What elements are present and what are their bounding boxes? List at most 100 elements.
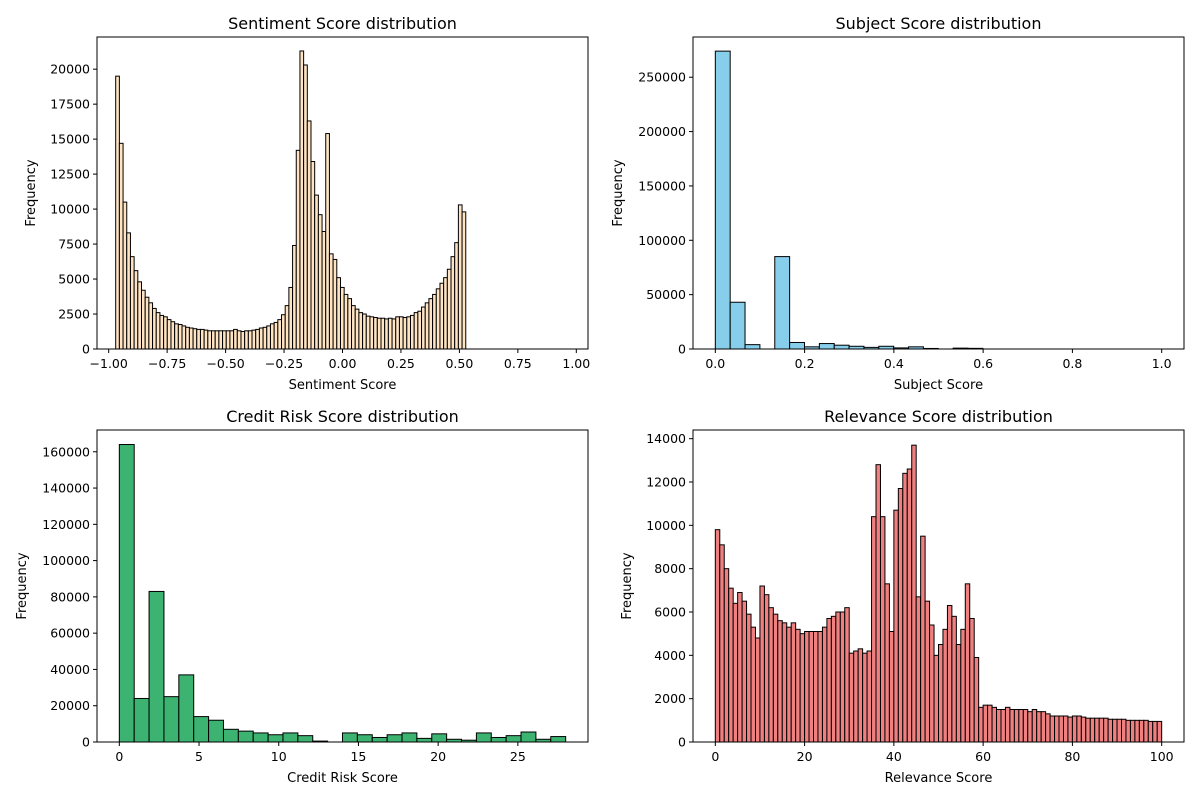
relevance-bar xyxy=(723,568,730,743)
relevance-bar xyxy=(1000,709,1006,743)
relevance-bar xyxy=(1129,719,1136,743)
relevance-bar xyxy=(804,631,810,743)
sentiment-x-tick-label: 0.25 xyxy=(387,356,415,371)
relevance-bar xyxy=(1089,717,1096,743)
sentiment-bar xyxy=(233,328,238,350)
relevance-bar xyxy=(1080,716,1087,743)
credit-risk-y-tick-label: 140000 xyxy=(42,481,90,496)
relevance-bar xyxy=(1098,717,1105,743)
subject-y-tick-label: 50000 xyxy=(646,287,686,302)
credit-risk-bar xyxy=(401,732,418,743)
relevance-plot-frame xyxy=(692,429,1185,743)
subject-bar xyxy=(789,341,806,350)
sentiment-bar xyxy=(166,319,172,350)
sentiment-bar xyxy=(218,330,224,350)
relevance-x-tick-label: 40 xyxy=(886,749,902,764)
relevance-bar xyxy=(911,444,917,743)
relevance-ylabel: Frequency xyxy=(620,552,635,619)
relevance-bar xyxy=(978,706,984,743)
relevance-score-panel: Relevance Score distribution Relevance S… xyxy=(620,407,1185,786)
relevance-bar xyxy=(835,611,841,743)
subject-y-tick-label: 250000 xyxy=(638,70,686,85)
relevance-bar xyxy=(853,650,859,743)
relevance-bar xyxy=(1085,717,1091,743)
sentiment-x-ticks: −1.00 −0.75 −0.50 −0.25 0.00 0.25 0.50 0.75 1.00 xyxy=(90,349,590,371)
relevance-bar xyxy=(942,628,948,743)
relevance-bar xyxy=(1009,709,1015,743)
relevance-bar xyxy=(964,583,971,743)
relevance-bar xyxy=(741,600,748,743)
sentiment-bar xyxy=(339,286,345,350)
sentiment-bar xyxy=(163,316,168,350)
credit-risk-bar xyxy=(193,716,210,743)
credit-risk-x-tick-label: 10 xyxy=(271,749,287,764)
credit-risk-y-tick-label: 80000 xyxy=(50,589,90,604)
subject-ylabel: Frequency xyxy=(611,159,626,226)
relevance-y-tick-label: 4000 xyxy=(654,648,686,663)
sentiment-title: Sentiment Score distribution xyxy=(228,14,457,33)
sentiment-bar xyxy=(133,270,139,350)
sentiment-bar xyxy=(181,325,187,350)
relevance-bar xyxy=(830,615,837,743)
sentiment-bar xyxy=(115,75,120,350)
sentiment-bar xyxy=(262,326,268,350)
sentiment-plot-frame xyxy=(96,36,589,350)
sentiment-y-tick-label: 12500 xyxy=(50,167,90,182)
relevance-bar xyxy=(1125,719,1131,743)
sentiment-bar xyxy=(343,293,349,350)
sentiment-bar xyxy=(214,330,220,350)
relevance-bar xyxy=(866,650,873,743)
sentiment-y-tick-label: 5000 xyxy=(58,272,90,287)
sentiment-y-ticks: 0 2500 5000 7500 10000 12500 15000 17500 20000 xyxy=(50,62,97,357)
sentiment-x-tick-label: 0.50 xyxy=(445,356,473,371)
sentiment-x-tick-label: −0.25 xyxy=(265,356,303,371)
sentiment-bar xyxy=(118,142,124,350)
credit-risk-bar xyxy=(550,736,567,743)
credit-risk-bar xyxy=(237,730,254,743)
relevance-bar xyxy=(938,644,944,743)
relevance-bar xyxy=(750,626,756,743)
credit-risk-bar xyxy=(431,733,448,743)
credit-risk-bar xyxy=(297,735,314,743)
sentiment-bar xyxy=(457,204,463,350)
relevance-bar xyxy=(955,644,962,743)
relevance-bar xyxy=(781,622,788,743)
relevance-bar xyxy=(973,657,980,743)
sentiment-bar xyxy=(244,330,249,350)
sentiment-bar xyxy=(376,317,382,350)
credit-risk-bar xyxy=(267,734,284,743)
sentiment-bar xyxy=(450,256,456,350)
sentiment-y-tick-label: 15000 xyxy=(50,132,90,147)
sentiment-y-tick-label: 0 xyxy=(82,342,90,357)
credit-risk-xlabel: Credit Risk Score xyxy=(287,771,398,786)
sentiment-bar xyxy=(435,288,441,350)
relevance-bar xyxy=(732,602,739,743)
subject-x-tick-label: 0.0 xyxy=(705,356,725,371)
sentiment-bar xyxy=(159,314,165,350)
relevance-bar xyxy=(991,706,998,743)
credit-risk-bar xyxy=(341,732,358,743)
relevance-bar xyxy=(1094,717,1100,743)
sentiment-bar xyxy=(380,317,386,350)
credit-risk-bar xyxy=(475,732,492,743)
relevance-bar xyxy=(987,704,993,743)
relevance-bar xyxy=(906,468,913,743)
credit-risk-bar xyxy=(505,735,522,743)
relevance-bar xyxy=(1040,711,1047,743)
relevance-bar xyxy=(1004,706,1011,743)
sentiment-bar xyxy=(188,327,194,350)
sentiment-x-tick-label: −0.75 xyxy=(148,356,186,371)
credit-risk-y-tick-label: 100000 xyxy=(42,553,90,568)
relevance-bar xyxy=(1031,709,1038,743)
relevance-bar xyxy=(786,626,792,743)
relevance-bar xyxy=(871,516,877,743)
sentiment-bar xyxy=(277,319,283,350)
relevance-bar xyxy=(1134,719,1140,743)
relevance-bar xyxy=(1103,717,1109,743)
credit-risk-bar xyxy=(252,732,269,743)
sentiment-y-tick-label: 17500 xyxy=(50,97,90,112)
subject-bar xyxy=(818,343,835,350)
subject-x-ticks: 0.0 0.2 0.4 0.6 0.8 1.0 xyxy=(705,349,1172,371)
sentiment-bar xyxy=(281,314,286,350)
